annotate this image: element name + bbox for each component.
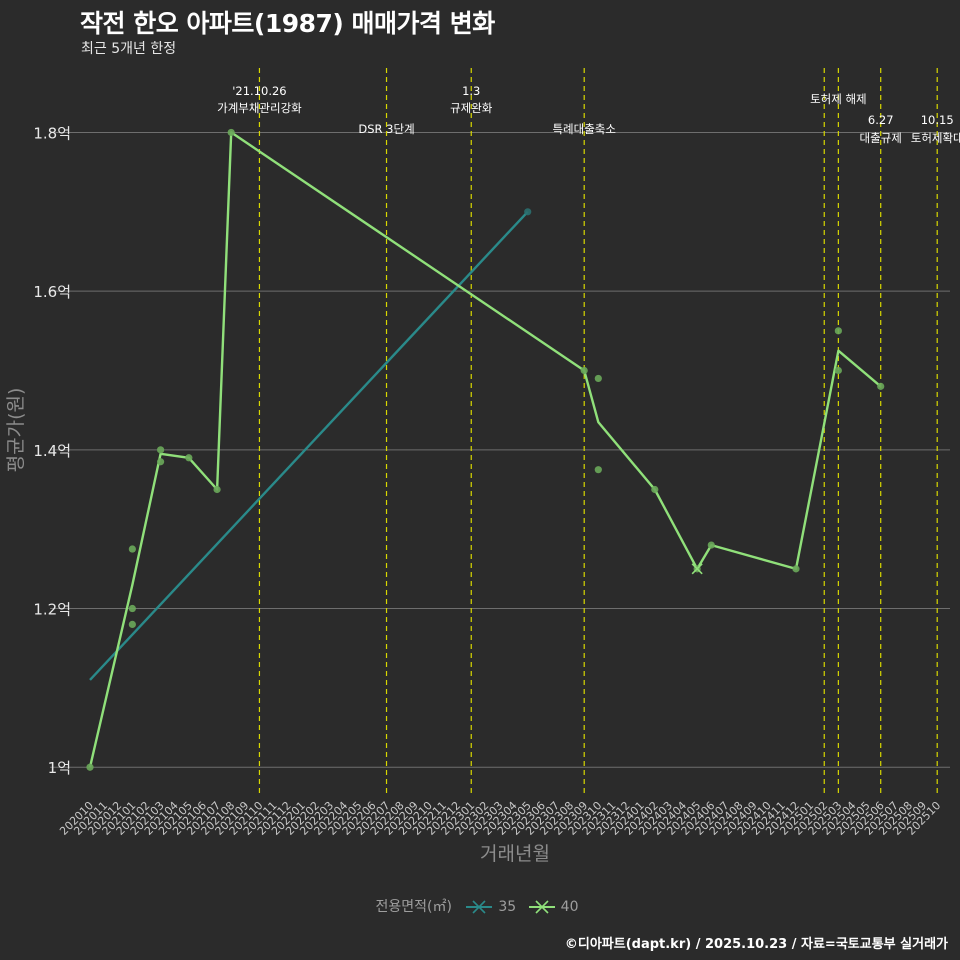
legend-label-35: 35 [498, 899, 517, 915]
event-annotation: 10.15 [921, 113, 954, 127]
y-tick-label: 1.2억 [33, 601, 71, 619]
chart-title: 작전 한오 아파트(1987) 매매가격 변화 [80, 9, 495, 38]
data-point-40 [707, 541, 715, 549]
y-tick-label: 1억 [48, 759, 71, 777]
series-line-40 [88, 131, 882, 768]
data-point-40 [834, 327, 842, 335]
data-point-35 [524, 208, 532, 216]
data-point-40 [227, 128, 235, 137]
data-point-40 [157, 446, 165, 454]
legend-label-40: 40 [560, 899, 579, 915]
data-point-40 [128, 620, 136, 629]
event-annotation: 규제완화 [450, 101, 493, 115]
data-point-40 [651, 485, 659, 494]
event-annotation: 특례대출축소 [552, 122, 615, 136]
data-point-40 [834, 366, 842, 375]
data-point-40 [792, 565, 800, 573]
data-point-40 [213, 485, 221, 494]
data-point-40 [157, 458, 165, 466]
data-point-40 [185, 454, 193, 462]
event-annotation: 6.27 [868, 113, 894, 127]
data-point-40 [877, 382, 885, 390]
y-tick-label: 1.4억 [33, 442, 71, 460]
event-annotation: DSR 3단계 [358, 122, 414, 136]
y-tick-label: 1.8억 [33, 124, 71, 142]
data-cross-marker-40 [691, 563, 703, 575]
legend-key-35 [466, 900, 493, 914]
legend-item-35: 35 [464, 897, 516, 917]
data-point-40 [128, 545, 136, 553]
data-point-40 [594, 466, 602, 474]
legend-key-40 [528, 900, 555, 914]
legend: 전용면적(㎡) 35 40 [0, 896, 960, 917]
event-annotation: 대출규제 [860, 131, 902, 145]
data-point-40 [594, 374, 602, 383]
event-annotation: 토허제 해제 [810, 92, 867, 106]
y-tick-label: 1.6억 [33, 283, 71, 301]
data-point-40 [580, 366, 588, 375]
data-point-40 [86, 763, 94, 771]
y-axis-title: 평균가(원) [5, 388, 27, 473]
x-axis-title: 거래년월 [480, 843, 550, 865]
source-caption: ©디아파트(dapt.kr) / 2025.10.23 / 자료=국토교통부 실… [564, 937, 948, 952]
legend-item-40: 40 [527, 897, 579, 917]
event-annotation: 가계부채관리강화 [217, 101, 302, 115]
event-annotation: 토허제확대 [911, 131, 960, 145]
series-line-35 [89, 210, 529, 681]
event-annotation: '21.10.26 [232, 84, 286, 98]
data-point-40 [128, 604, 136, 613]
event-annotation: 1.3 [462, 84, 480, 98]
chart-subtitle: 최근 5개년 한정 [81, 41, 177, 57]
legend-title: 전용면적(㎡) [375, 899, 452, 915]
